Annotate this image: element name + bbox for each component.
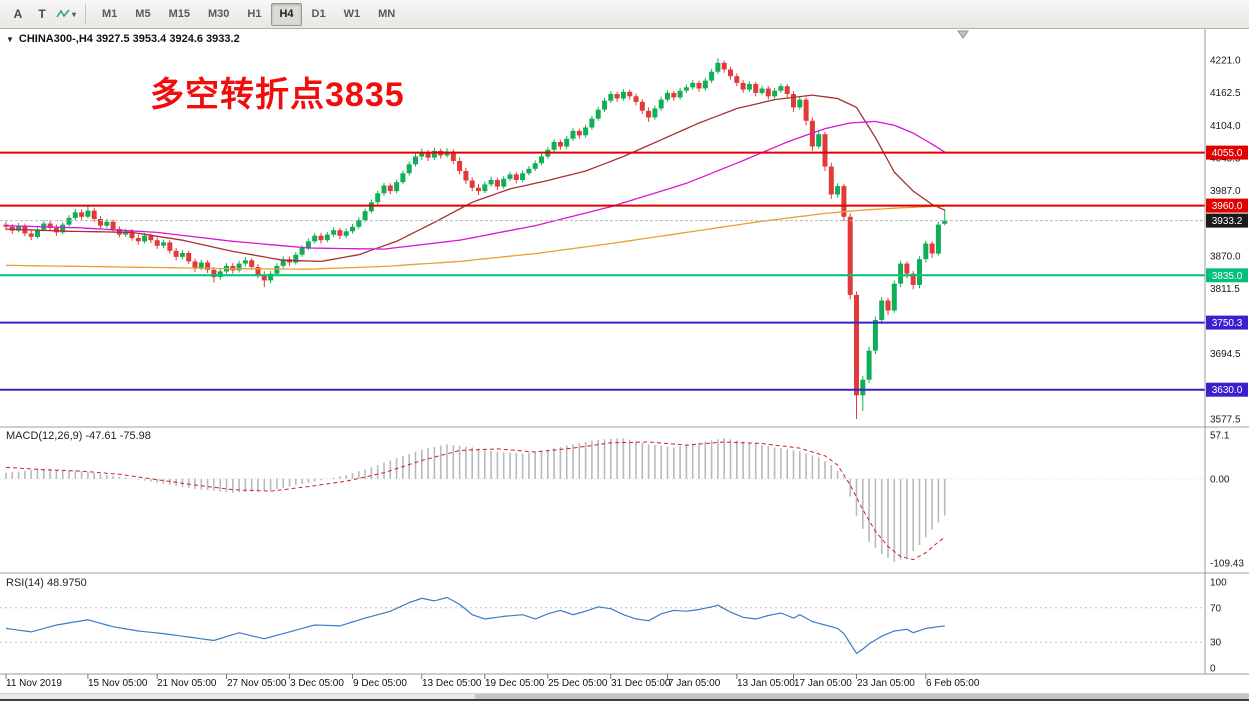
chart-window: 4221.04162.54104.04045.53987.03928.53870… (0, 29, 1249, 701)
price-tick-label: 3577.5 (1210, 415, 1241, 426)
time-label: 7 Jan 05:00 (668, 678, 721, 689)
time-label: 25 Dec 05:00 (548, 678, 608, 689)
price-tick-label: 3987.0 (1210, 186, 1241, 197)
price-tick-label: 4162.5 (1210, 88, 1241, 99)
chart-annotation-text[interactable]: 多空转折点3835 (150, 76, 405, 114)
tool-button-text[interactable]: T (38, 7, 46, 21)
timeframe-button-m1[interactable]: M1 (102, 7, 118, 20)
macd-tick-label: 57.1 (1210, 431, 1230, 442)
rsi-tick-label: 0 (1210, 664, 1216, 675)
timeframe-button-m15[interactable]: M15 (168, 7, 190, 20)
rsi-tick-label: 70 (1210, 603, 1222, 614)
time-label: 3 Dec 05:00 (290, 678, 344, 689)
svg-text:3960.0: 3960.0 (1212, 201, 1243, 212)
ma-fast-line (5, 94, 945, 263)
price-tick-label: 3811.5 (1210, 284, 1240, 295)
svg-text:4055.0: 4055.0 (1212, 148, 1243, 159)
scrollbar-thumb[interactable] (474, 694, 1249, 700)
price-badge-3933.2: 3933.2 (1206, 213, 1248, 228)
ma-slow-line (5, 205, 945, 270)
chart-canvas[interactable]: 4221.04162.54104.04045.53987.03928.53870… (0, 29, 1249, 701)
horizontal-scrollbar[interactable] (0, 693, 1249, 700)
timeframe-button-h4[interactable]: H4 (271, 2, 302, 26)
price-badge-3960.0: 3960.0 (1206, 198, 1248, 213)
macd-indicator-label: MACD(12,26,9) -47.61 -75.98 (6, 430, 151, 442)
macd-histogram (5, 438, 946, 562)
svg-text:3750.3: 3750.3 (1212, 318, 1243, 329)
svg-text:3630.0: 3630.0 (1212, 385, 1243, 396)
price-badge-3835.0: 3835.0 (1206, 268, 1248, 283)
time-label: 31 Dec 05:00 (611, 678, 671, 689)
candles-group (3, 58, 948, 419)
time-label: 19 Dec 05:00 (485, 678, 545, 689)
toolbar-separator (85, 4, 86, 24)
rsi-line (5, 596, 945, 655)
chart-symbol-header: ▼ CHINA300-,H4 3927.5 3953.4 3924.6 3933… (6, 33, 240, 45)
toolbar: A T ▾ M1 M5 M15 M30 H1 H4 D1 W1 MN (0, 0, 1249, 29)
ma-mid-line (5, 120, 946, 250)
timeframe-button-m30[interactable]: M30 (207, 7, 230, 20)
chart-shift-marker-icon[interactable] (957, 30, 969, 39)
rsi-indicator-label: RSI(14) 48.9750 (6, 577, 87, 589)
timeframe-button-mn[interactable]: MN (378, 7, 396, 20)
time-label: 6 Feb 05:00 (926, 678, 980, 689)
timeframe-button-d1[interactable]: D1 (311, 7, 326, 20)
window-bottom-border (0, 699, 1249, 701)
price-tick-label: 3694.5 (1210, 349, 1241, 360)
rsi-tick-label: 100 (1210, 578, 1227, 589)
timeframe-button-m5[interactable]: M5 (135, 7, 151, 20)
tool-button-arrow[interactable]: A (13, 7, 23, 21)
time-label: 17 Jan 05:00 (794, 678, 852, 689)
macd-tick-label: -109.43 (1210, 559, 1244, 570)
price-tick-label: 4104.0 (1210, 121, 1241, 132)
timeframe-button-w1[interactable]: W1 (343, 7, 361, 20)
time-label: 23 Jan 05:00 (857, 678, 915, 689)
timeframe-buttons: M1 M5 M15 M30 H1 H4 D1 W1 MN (93, 2, 404, 26)
timeframe-button-h1[interactable]: H1 (247, 7, 262, 20)
macd-signal-line (5, 441, 945, 561)
time-label: 13 Dec 05:00 (422, 678, 482, 689)
time-label: 27 Nov 05:00 (227, 678, 287, 689)
line-style-icon (56, 9, 70, 18)
time-label: 9 Dec 05:00 (353, 678, 407, 689)
rsi-tick-label: 30 (1210, 638, 1222, 649)
time-label: 21 Nov 05:00 (157, 678, 217, 689)
price-tick-label: 4221.0 (1210, 56, 1241, 67)
time-label: 11 Nov 2019 (6, 678, 62, 689)
price-tick-label: 3870.0 (1210, 251, 1241, 262)
price-badge-4055.0: 4055.0 (1206, 145, 1248, 160)
dropdown-caret-icon: ▾ (71, 9, 76, 19)
svg-text:3933.2: 3933.2 (1212, 216, 1243, 227)
time-label: 13 Jan 05:00 (737, 678, 795, 689)
svg-text:3835.0: 3835.0 (1212, 271, 1243, 282)
time-axis[interactable]: 11 Nov 2019 15 Nov 05:00 21 Nov 05:00 27 No… (0, 677, 1249, 693)
chart-title: CHINA300-,H4 3927.5 3953.4 3924.6 3933.2 (18, 33, 240, 45)
tool-buttons: A T ▾ (6, 3, 78, 26)
chart-collapse-icon[interactable]: ▼ (6, 34, 14, 44)
price-badge-3630.0: 3630.0 (1206, 382, 1248, 397)
tool-button-line-style[interactable]: ▾ (54, 3, 78, 26)
price-badge-3750.3: 3750.3 (1206, 315, 1248, 330)
time-label: 15 Nov 05:00 (88, 678, 148, 689)
macd-tick-label: 0.00 (1210, 474, 1230, 485)
